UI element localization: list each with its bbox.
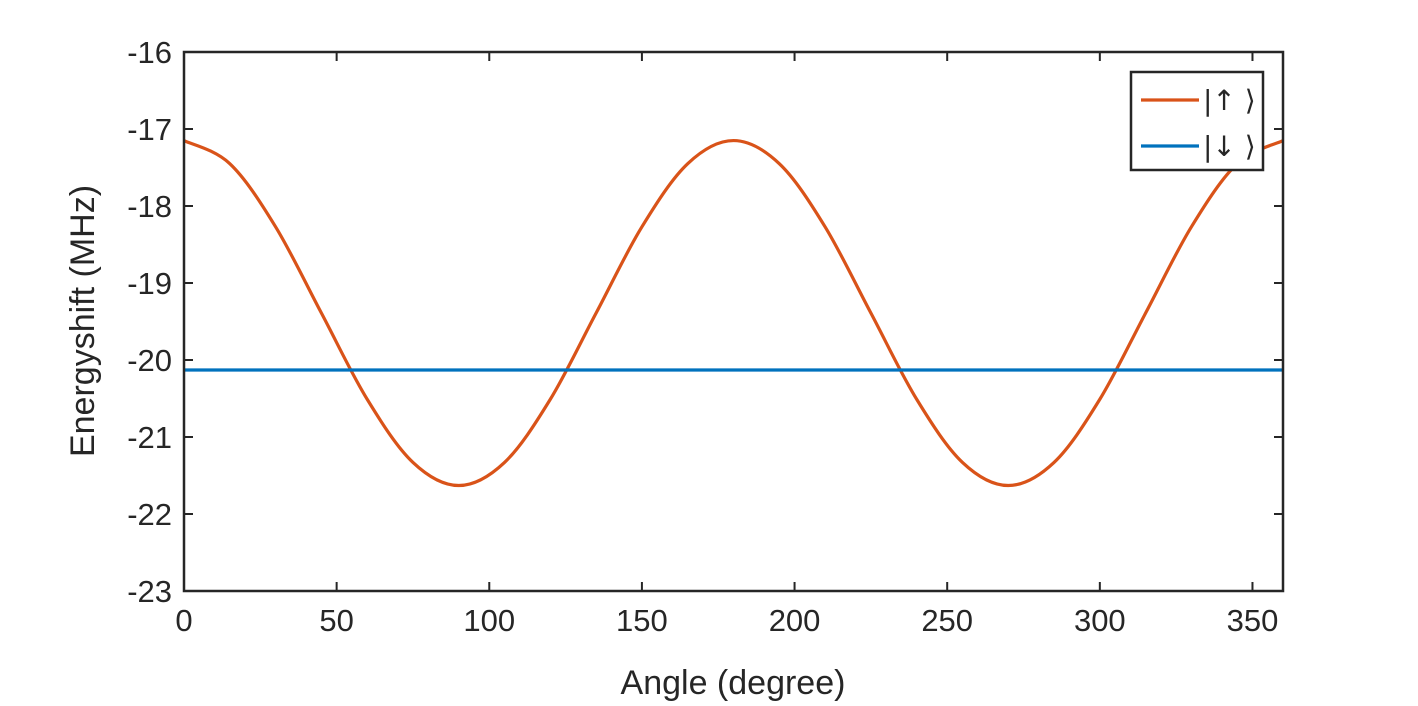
y-tick-label: -17 bbox=[127, 112, 172, 147]
x-tick-label: 50 bbox=[319, 603, 353, 638]
x-tick-label: 300 bbox=[1074, 603, 1126, 638]
x-axis-label: Angle (degree) bbox=[621, 664, 846, 702]
plot-area bbox=[184, 138, 1283, 488]
y-tick-label: -22 bbox=[127, 497, 172, 532]
x-tick-label: 350 bbox=[1227, 603, 1279, 638]
y-tick-label: -19 bbox=[127, 266, 172, 301]
y-tick-label: -23 bbox=[127, 574, 172, 609]
x-tick-label: 0 bbox=[175, 603, 192, 638]
x-tick-label: 150 bbox=[616, 603, 668, 638]
x-tick-label: 250 bbox=[921, 603, 973, 638]
x-tick-label: 100 bbox=[463, 603, 515, 638]
legend-label-0: |↑ ⟩ bbox=[1203, 84, 1256, 117]
y-tick-label: -16 bbox=[127, 35, 172, 70]
y-tick-label: -18 bbox=[127, 189, 172, 224]
x-tick-label: 200 bbox=[769, 603, 821, 638]
axes-frame bbox=[182, 50, 1285, 593]
axis-ticks: 0 50 100 150 200 250 300 350 -23 -22 -21 -20 -19 -18 -… bbox=[127, 35, 1283, 638]
y-tick-label: -21 bbox=[127, 420, 172, 455]
legend-label-1: |↓ ⟩ bbox=[1203, 130, 1256, 163]
legend-box bbox=[1129, 70, 1265, 172]
series-line-0 bbox=[184, 138, 1283, 488]
y-tick-label: -20 bbox=[127, 343, 172, 378]
y-axis-label: Energyshift (MHz) bbox=[64, 185, 102, 457]
legend: |↑ ⟩ |↓ ⟩ bbox=[1129, 70, 1265, 172]
